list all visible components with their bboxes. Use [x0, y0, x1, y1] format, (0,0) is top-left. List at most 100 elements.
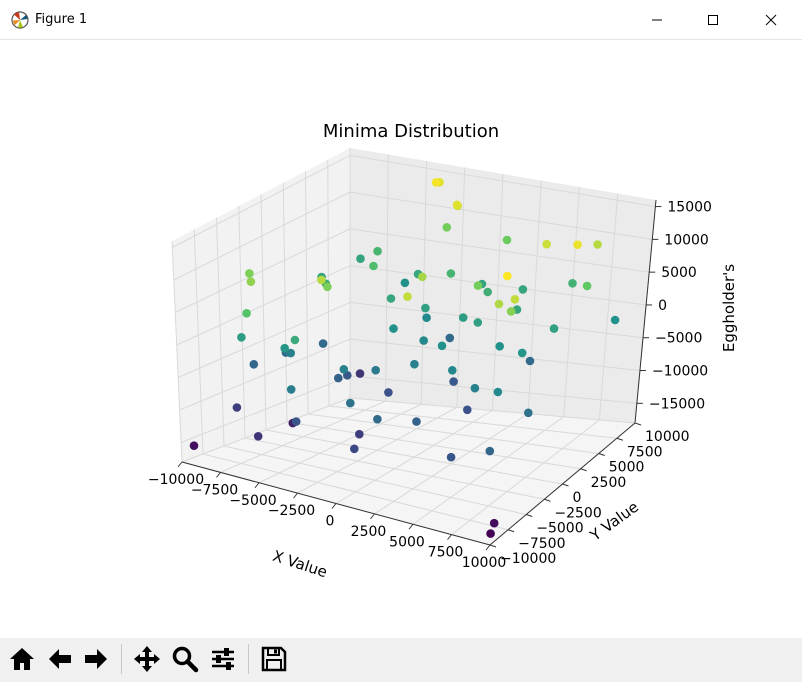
x-tick-label: −5000 — [229, 493, 276, 509]
gridline — [223, 445, 527, 515]
gridline — [265, 429, 563, 485]
z-tick-label: 15000 — [667, 200, 712, 216]
y-tick-label: −2500 — [554, 505, 601, 521]
data-point — [470, 383, 480, 393]
gridline — [563, 186, 580, 417]
navigation-toolbar — [0, 638, 802, 682]
data-point — [286, 348, 296, 358]
data-point — [503, 271, 512, 281]
data-point — [431, 178, 441, 187]
data-point — [389, 324, 398, 333]
gridline — [349, 228, 650, 273]
data-point — [412, 417, 421, 426]
close-icon — [765, 14, 777, 26]
data-point — [524, 408, 533, 418]
home-button[interactable] — [6, 643, 38, 675]
gridline — [175, 228, 351, 313]
gridline — [598, 193, 619, 420]
y-tick-mark — [634, 422, 642, 426]
gridline — [171, 240, 183, 463]
x-tick-label: −2500 — [268, 503, 315, 519]
zoom-button[interactable] — [169, 643, 201, 675]
x-tick-label: −10000 — [148, 472, 204, 488]
minimize-button[interactable] — [628, 0, 686, 40]
data-point — [356, 254, 365, 263]
data-point — [318, 339, 328, 348]
data-point — [253, 432, 263, 441]
y-tick-label: 7500 — [627, 444, 663, 460]
data-point — [495, 342, 505, 351]
x-tick-mark — [177, 461, 183, 468]
data-point — [371, 365, 381, 375]
data-point — [317, 275, 326, 285]
data-point — [290, 335, 300, 345]
y-tick-label: 2500 — [591, 475, 627, 491]
x-tick-mark — [370, 513, 375, 520]
data-point — [518, 285, 528, 294]
y-tick-label: −5000 — [536, 521, 583, 537]
y-tick-label: −7500 — [518, 536, 565, 552]
z-tick-label: 5000 — [661, 265, 697, 281]
x-tick-label: −7500 — [191, 482, 238, 498]
data-point — [542, 239, 551, 249]
data-point — [494, 299, 504, 309]
forward-button[interactable] — [80, 643, 112, 675]
data-point — [242, 309, 251, 318]
data-point — [291, 417, 301, 426]
gridline — [173, 191, 351, 281]
data-point — [489, 518, 499, 528]
axes-lines — [177, 199, 662, 551]
y-tick-mark — [544, 498, 551, 502]
data-point — [568, 279, 577, 288]
x-tick-label: 0 — [326, 514, 335, 530]
data-point — [582, 281, 592, 291]
data-point — [510, 295, 520, 304]
data-point — [485, 446, 495, 456]
z-axis-label: Eggholder's — [720, 264, 738, 352]
data-point — [339, 365, 349, 374]
data-point — [418, 272, 427, 282]
scatter-3d-plot[interactable]: −10000−7500−5000−2500025005000750010000−… — [0, 40, 802, 638]
data-point — [452, 200, 462, 210]
gridline — [216, 217, 225, 447]
data-point — [445, 333, 455, 343]
floppy-disk-icon — [261, 646, 287, 672]
gridline — [456, 167, 466, 408]
y-tick-label: 0 — [573, 490, 582, 506]
gridline — [305, 171, 309, 415]
close-button[interactable] — [742, 0, 800, 40]
figure-canvas[interactable]: −10000 −7500 −5000 −2500 0 2500 5000 7500 10000−… — [0, 40, 802, 638]
chart-title: Minima Distribution — [323, 121, 499, 142]
gridline — [349, 191, 653, 240]
y-tick-mark — [526, 514, 533, 517]
x-tick-label: 2500 — [351, 524, 387, 540]
gridline — [349, 397, 636, 424]
gridline — [349, 338, 640, 372]
data-point — [355, 369, 365, 378]
data-point — [280, 343, 290, 353]
arrow-left-icon — [49, 649, 71, 669]
pan-button[interactable] — [131, 643, 163, 675]
data-point — [549, 324, 559, 333]
back-button[interactable] — [44, 643, 76, 675]
z-axis-line — [634, 199, 657, 424]
data-point — [373, 414, 382, 424]
x-tick-mark — [293, 492, 298, 499]
save-button[interactable] — [258, 643, 290, 675]
gridline — [180, 375, 351, 443]
gridline — [193, 229, 204, 455]
data-point — [246, 277, 256, 286]
y-tick-mark — [598, 453, 605, 456]
gridline — [177, 301, 351, 378]
maximize-button[interactable] — [684, 0, 742, 40]
data-point — [422, 313, 431, 323]
x-tick-mark — [408, 523, 414, 530]
gridline — [202, 453, 509, 531]
x-tick-label: 10000 — [462, 555, 507, 571]
data-point — [446, 452, 456, 462]
data-point — [386, 294, 396, 303]
z-tick-label: −5000 — [655, 331, 702, 347]
configure-subplots-button[interactable] — [207, 643, 239, 675]
data-point — [473, 281, 483, 290]
minimize-icon — [652, 19, 662, 21]
